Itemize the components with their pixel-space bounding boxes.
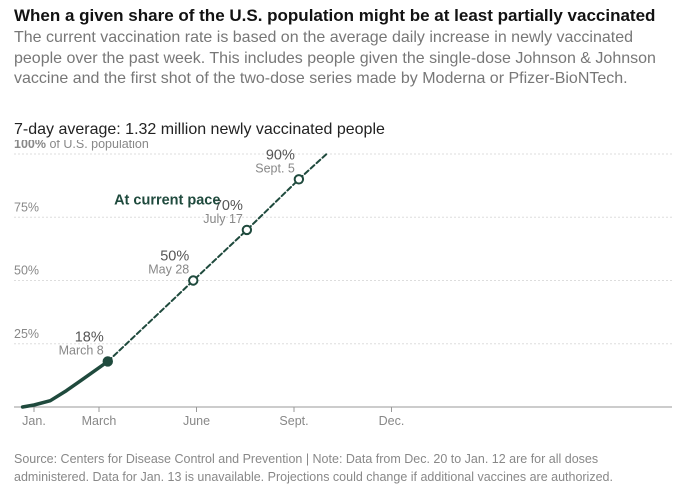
series-layer: [20, 153, 328, 409]
y-axis-label-bold: 100%: [14, 140, 46, 151]
milestone-value: 50%: [160, 249, 189, 265]
y-tick-label: 75%: [14, 200, 39, 214]
milestone-marker: [293, 174, 305, 185]
milestone-date: May 28: [148, 263, 189, 277]
y-axis-label: 100% of U.S. population: [14, 140, 149, 151]
label-layer: 18%March 8 50%May 28 70%July 17 90%Sept. 5 A…: [59, 147, 295, 357]
actual-line: [20, 359, 110, 409]
milestone-marker: [102, 356, 113, 367]
seven-day-average: 7-day average: 1.32 million newly vaccin…: [14, 121, 385, 138]
milestone-value: 70%: [214, 198, 243, 214]
projection-line: [106, 153, 328, 363]
source-note: Source: Centers for Disease Control and …: [14, 452, 613, 484]
x-tick-label: Sept.: [279, 414, 308, 428]
y-tick-label: 25%: [14, 327, 39, 341]
y-tick-label: 50%: [14, 264, 39, 278]
milestone-date: March 8: [59, 343, 104, 357]
chart-subtitle: The current vaccination rate is based on…: [14, 29, 656, 87]
milestone-date: Sept. 5: [255, 161, 295, 175]
y-axis-label-rest: of U.S. population: [46, 140, 149, 151]
chart-title: When a given share of the U.S. populatio…: [14, 6, 656, 25]
milestone-marker: [188, 275, 199, 286]
axis-layer: 100% of U.S. population 25% 50% 75% Jan. Marc…: [14, 140, 672, 428]
milestone-marker: [241, 224, 253, 236]
x-tick-label: June: [183, 414, 210, 428]
vaccination-chart: 100% of U.S. population 25% 50% 75% Jan. Marc…: [14, 140, 672, 428]
x-tick-label: Jan.: [22, 414, 46, 428]
grid-layer: [14, 153, 672, 345]
milestone-value: 90%: [266, 147, 295, 163]
x-tick-label: Dec.: [379, 414, 405, 428]
milestone-date: July 17: [203, 212, 243, 226]
x-tick-label: March: [82, 414, 117, 428]
milestone-value: 18%: [75, 329, 104, 345]
projection-annotation: At current pace: [114, 193, 220, 209]
